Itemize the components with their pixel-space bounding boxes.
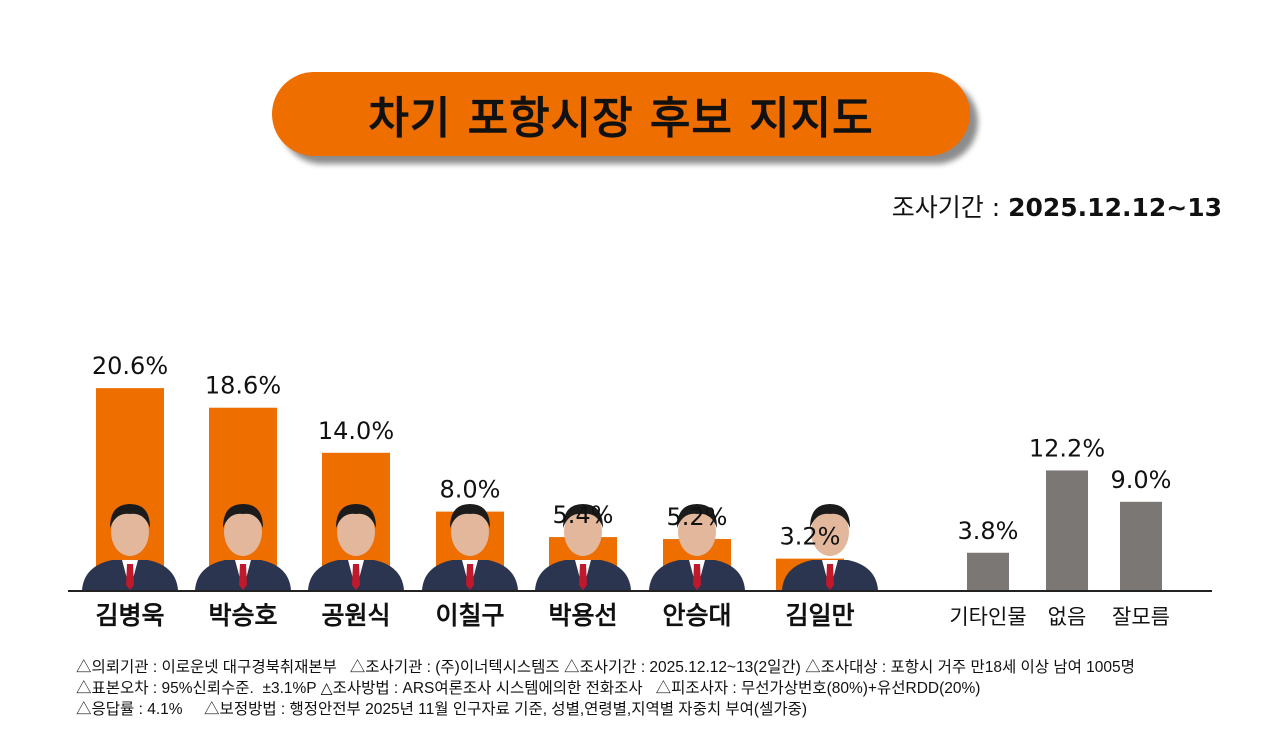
- candidate-photo-face: [564, 508, 602, 556]
- candidate-photo-tie: [466, 564, 474, 590]
- candidate-photo-tie: [239, 564, 247, 590]
- candidate-photo-hair: [677, 504, 717, 528]
- data-label: 5.4%: [553, 501, 614, 529]
- candidate-photo-tie: [693, 564, 701, 590]
- candidate-photo-tie: [579, 564, 587, 590]
- category-label: 김병욱: [95, 601, 164, 630]
- bar-chart: 20.6% 김병욱 18.6% 박승호 14.0% 공원식 8.0% 이칠구 5.4% 박용선 5.…: [68, 352, 1212, 630]
- candidate-photo-hair: [810, 504, 850, 528]
- data-label: 9.0%: [1111, 466, 1172, 494]
- data-label: 18.6%: [205, 372, 281, 400]
- chart-title: 차기 포항시장 후보 지지도: [272, 72, 970, 156]
- category-label: 박용선: [548, 601, 617, 630]
- category-label: 잘모름: [1112, 605, 1170, 629]
- data-label: 5.2%: [667, 503, 728, 531]
- bar: [1046, 470, 1088, 590]
- candidate-photo-face: [224, 508, 262, 556]
- data-label: 20.6%: [92, 352, 168, 380]
- candidate-photo-face: [811, 508, 849, 556]
- bar: [967, 552, 1009, 590]
- data-label: 3.2%: [780, 523, 841, 551]
- bar: [96, 388, 164, 590]
- candidate-photo-tie: [126, 564, 134, 590]
- bar: [209, 407, 277, 590]
- candidate-photo-tie: [826, 564, 834, 590]
- candidate-photo-face: [337, 508, 375, 556]
- candidate-photo-hair: [336, 504, 376, 528]
- data-label: 14.0%: [318, 417, 394, 445]
- category-label: 이칠구: [435, 601, 504, 630]
- category-label: 김일만: [785, 601, 854, 630]
- candidate-photo-hair: [450, 504, 490, 528]
- note-line: △의뢰기관 : 이로운넷 대구경북취재본부 △조사기관 : (주)이너텍시스템즈…: [76, 659, 1135, 676]
- data-label: 12.2%: [1029, 434, 1105, 462]
- bar: [1120, 501, 1162, 590]
- candidate-photo-face: [451, 508, 489, 556]
- candidate-photo-hair: [110, 504, 150, 528]
- data-label: 8.0%: [440, 476, 501, 504]
- category-label: 공원식: [321, 601, 390, 630]
- note-line: △응답률 : 4.1% △보정방법 : 행정안전부 2025년 11월 인구자료…: [76, 701, 808, 718]
- candidate-photo-hair: [563, 504, 603, 528]
- candidate-photo-tie: [352, 564, 360, 590]
- data-label: 3.8%: [958, 517, 1019, 545]
- candidate-photo-hair: [223, 504, 263, 528]
- survey-notes: △의뢰기관 : 이로운넷 대구경북취재본부 △조사기관 : (주)이너텍시스템즈…: [76, 657, 1135, 720]
- category-label: 박승호: [208, 601, 277, 630]
- category-label: 안승대: [662, 601, 731, 630]
- category-label: 없음: [1048, 605, 1087, 629]
- survey-period: 조사기간 : 2025.12.12~13: [892, 188, 1222, 224]
- survey-period-value: 2025.12.12~13: [1008, 193, 1222, 222]
- candidate-photo-face: [678, 508, 716, 556]
- survey-period-label: 조사기간 :: [891, 193, 1001, 222]
- candidate-photo-face: [111, 508, 149, 556]
- note-line: △표본오차 : 95%신뢰수준. ±3.1%P △조사방법 : ARS여론조사 …: [76, 680, 981, 697]
- category-label: 기타인물: [949, 605, 1026, 629]
